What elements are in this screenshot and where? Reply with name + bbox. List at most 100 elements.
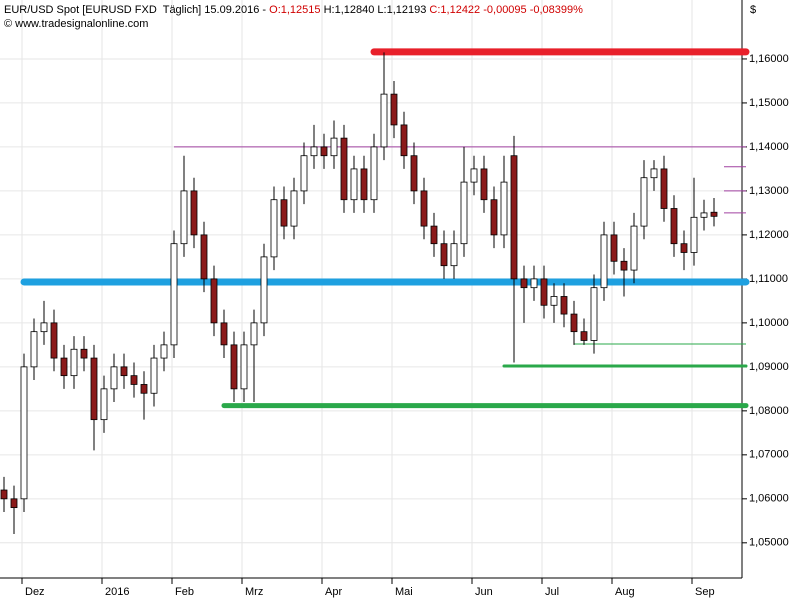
x-tick-label: Jun xyxy=(475,586,493,598)
candle-body xyxy=(650,168,658,179)
y-tick-label: 1,09000 xyxy=(749,361,789,373)
x-tick-label: Aug xyxy=(615,586,635,598)
y-tick-label: 1,14000 xyxy=(749,141,789,153)
candle-body xyxy=(400,124,408,157)
y-tick-label: 1,06000 xyxy=(749,493,789,505)
candle-body xyxy=(370,146,378,201)
candle-body xyxy=(220,322,228,346)
candle-body xyxy=(540,278,548,306)
high-value: H:1,12840 xyxy=(323,4,375,16)
candle-body xyxy=(100,388,108,421)
candle-body xyxy=(240,344,248,390)
candle-body xyxy=(580,331,588,341)
candle-body xyxy=(510,155,518,280)
candle-body xyxy=(610,234,618,262)
candle-body xyxy=(360,168,368,201)
x-tick-label: Mai xyxy=(395,586,413,598)
x-tick-label: Jul xyxy=(545,586,559,598)
candle-body xyxy=(490,199,498,236)
candle-body xyxy=(590,287,598,341)
candle-body xyxy=(350,168,358,201)
candle-body xyxy=(600,234,608,289)
candle-body xyxy=(20,366,28,500)
candle-body xyxy=(660,168,668,209)
candle-body xyxy=(410,155,418,192)
x-tick-label: Feb xyxy=(175,586,194,598)
candle-body xyxy=(10,498,18,509)
x-tick-label: Apr xyxy=(325,586,342,598)
candle-body xyxy=(170,243,178,346)
candle-body xyxy=(280,199,288,227)
candle-body xyxy=(560,296,568,315)
low-value: L:1,12193 xyxy=(377,4,427,16)
candle-body xyxy=(450,243,458,267)
candle-body xyxy=(570,313,578,333)
x-tick-label: Dez xyxy=(25,586,45,598)
candle-body xyxy=(690,216,698,253)
candle-body xyxy=(90,357,98,421)
candle-body xyxy=(40,322,48,333)
candle-body xyxy=(290,190,298,227)
candle-body xyxy=(330,137,338,157)
candle-body xyxy=(270,199,278,258)
candle-body xyxy=(380,93,388,148)
candle-body xyxy=(440,243,448,267)
candle-body xyxy=(340,137,348,201)
candle-body xyxy=(160,344,168,359)
candle-body xyxy=(310,146,318,157)
candle-body xyxy=(680,243,688,253)
candle-body xyxy=(550,296,558,306)
y-tick-label: 1,13000 xyxy=(749,185,789,197)
candle-body xyxy=(470,168,478,183)
candle-body xyxy=(50,322,58,359)
close-value: C:1,12422 xyxy=(429,4,481,16)
candle-body xyxy=(70,348,78,377)
y-tick-label: 1,12000 xyxy=(749,229,789,241)
candle-body xyxy=(230,344,238,390)
candle-body xyxy=(110,366,118,390)
candle-body xyxy=(520,278,528,289)
candle-body xyxy=(260,256,268,324)
y-tick-label: 1,11000 xyxy=(749,273,788,285)
y-tick-label: 1,08000 xyxy=(749,405,789,417)
y-tick-label: 1,16000 xyxy=(749,53,789,65)
y-tick-label: 1,07000 xyxy=(749,449,789,461)
candle-body xyxy=(30,331,38,368)
candle-body xyxy=(630,225,638,271)
candle-body xyxy=(130,375,138,385)
candle-body xyxy=(210,278,218,324)
y-tick-label: 1,05000 xyxy=(749,537,789,549)
candle-body xyxy=(430,225,438,245)
candle-body xyxy=(320,146,328,157)
candle-body xyxy=(620,260,628,271)
candle-body xyxy=(180,190,188,245)
candle-body xyxy=(700,212,708,218)
currency-label: $ xyxy=(750,4,756,16)
candle-body xyxy=(460,181,468,245)
header: EUR/USD Spot [EURUSD FXD Täglich] 15.09.… xyxy=(4,3,583,31)
y-tick-label: 1,10000 xyxy=(749,317,789,329)
x-tick-label: Sep xyxy=(695,586,715,598)
y-tick-label: 1,15000 xyxy=(749,97,789,109)
candle-body xyxy=(150,357,158,394)
candle-body xyxy=(190,190,198,236)
source: © www.tradesignalonline.com xyxy=(4,18,149,30)
open-value: O:1,12515 xyxy=(269,4,321,16)
candle-body xyxy=(250,322,258,346)
candle-body xyxy=(120,366,128,377)
x-tick-label: 2016 xyxy=(105,586,129,598)
candle-body xyxy=(670,208,678,245)
candle-body xyxy=(530,278,538,289)
candle-body xyxy=(300,155,308,192)
candle-body xyxy=(480,168,488,201)
candle-body xyxy=(200,234,208,280)
candle-body xyxy=(390,93,398,126)
candle-body xyxy=(420,190,428,227)
x-tick-label: Mrz xyxy=(245,586,263,598)
candle-body xyxy=(140,384,148,394)
candle-body xyxy=(640,177,648,227)
candle-body xyxy=(60,357,68,377)
change-value: -0,00095 -0,08399% xyxy=(483,4,583,16)
